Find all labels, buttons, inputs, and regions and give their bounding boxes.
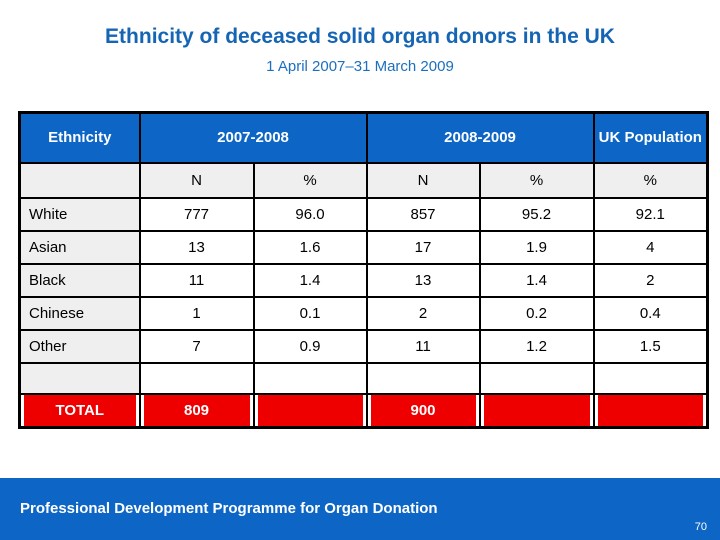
page-title: Ethnicity of deceased solid organ donors… xyxy=(105,25,615,48)
table-subheader-row: N % N % % xyxy=(18,162,709,199)
table-row-empty xyxy=(18,362,709,395)
total-n2: 900 xyxy=(365,393,481,429)
table-row-total: TOTAL 809 900 xyxy=(18,393,709,429)
total-n1: 809 xyxy=(138,393,255,429)
data-cell: 1 xyxy=(138,296,255,331)
data-cell: 11 xyxy=(138,263,255,298)
header-cell-ethnicity: Ethnicity xyxy=(18,111,141,164)
table-row-chinese: Chinese 1 0.1 2 0.2 0.4 xyxy=(18,296,709,331)
data-cell: 96.0 xyxy=(252,197,368,232)
data-cell: 92.1 xyxy=(592,197,709,232)
data-cell: 13 xyxy=(365,263,481,298)
header-cell-2007-2008: 2007-2008 xyxy=(138,111,368,164)
subheader-cell xyxy=(18,162,141,199)
total-cell xyxy=(478,393,595,429)
ethnicity-table-container: Ethnicity 2007-2008 2008-2009 UK Populat… xyxy=(18,111,710,429)
data-cell: 95.2 xyxy=(478,197,595,232)
subheader-cell-pct2: % xyxy=(478,162,595,199)
data-cell: 2 xyxy=(592,263,709,298)
data-cell: 1.5 xyxy=(592,329,709,364)
row-label: Other xyxy=(18,329,141,364)
data-cell: 17 xyxy=(365,230,481,265)
data-cell: 7 xyxy=(138,329,255,364)
data-cell: 13 xyxy=(138,230,255,265)
data-cell: 1.4 xyxy=(478,263,595,298)
page-number: 70 xyxy=(694,521,707,533)
subheader-cell-n1: N xyxy=(138,162,255,199)
row-label: Asian xyxy=(18,230,141,265)
ethnicity-table: Ethnicity 2007-2008 2008-2009 UK Populat… xyxy=(18,111,710,429)
data-cell: 1.6 xyxy=(252,230,368,265)
data-cell: 2 xyxy=(365,296,481,331)
row-label: Black xyxy=(18,263,141,298)
table-row-black: Black 11 1.4 13 1.4 2 xyxy=(18,263,709,298)
data-cell: 11 xyxy=(365,329,481,364)
empty-cell xyxy=(18,362,141,395)
data-cell: 0.1 xyxy=(252,296,368,331)
subheader-cell-pct-uk: % xyxy=(592,162,709,199)
table-header-row: Ethnicity 2007-2008 2008-2009 UK Populat… xyxy=(18,111,709,164)
data-cell: 0.2 xyxy=(478,296,595,331)
row-label: White xyxy=(18,197,141,232)
table-row-white: White 777 96.0 857 95.2 92.1 xyxy=(18,197,709,232)
total-label: TOTAL xyxy=(18,393,141,429)
total-cell xyxy=(592,393,709,429)
empty-cell xyxy=(365,362,481,395)
data-cell: 857 xyxy=(365,197,481,232)
data-cell: 1.4 xyxy=(252,263,368,298)
empty-cell xyxy=(138,362,255,395)
data-cell: 1.9 xyxy=(478,230,595,265)
subheader-cell-n2: N xyxy=(365,162,481,199)
header-cell-2008-2009: 2008-2009 xyxy=(365,111,595,164)
footer-band: Professional Development Programme for O… xyxy=(0,478,720,540)
table-row-asian: Asian 13 1.6 17 1.9 4 xyxy=(18,230,709,265)
header-cell-uk-population: UK Population xyxy=(592,111,709,164)
empty-cell xyxy=(478,362,595,395)
data-cell: 0.9 xyxy=(252,329,368,364)
page-subtitle: 1 April 2007–31 March 2009 xyxy=(266,58,454,75)
data-cell: 777 xyxy=(138,197,255,232)
data-cell: 1.2 xyxy=(478,329,595,364)
empty-cell xyxy=(592,362,709,395)
data-cell: 0.4 xyxy=(592,296,709,331)
row-label: Chinese xyxy=(18,296,141,331)
empty-cell xyxy=(252,362,368,395)
table-row-other: Other 7 0.9 11 1.2 1.5 xyxy=(18,329,709,364)
total-cell xyxy=(252,393,368,429)
subheader-cell-pct1: % xyxy=(252,162,368,199)
data-cell: 4 xyxy=(592,230,709,265)
footer-text: Professional Development Programme for O… xyxy=(20,500,438,517)
